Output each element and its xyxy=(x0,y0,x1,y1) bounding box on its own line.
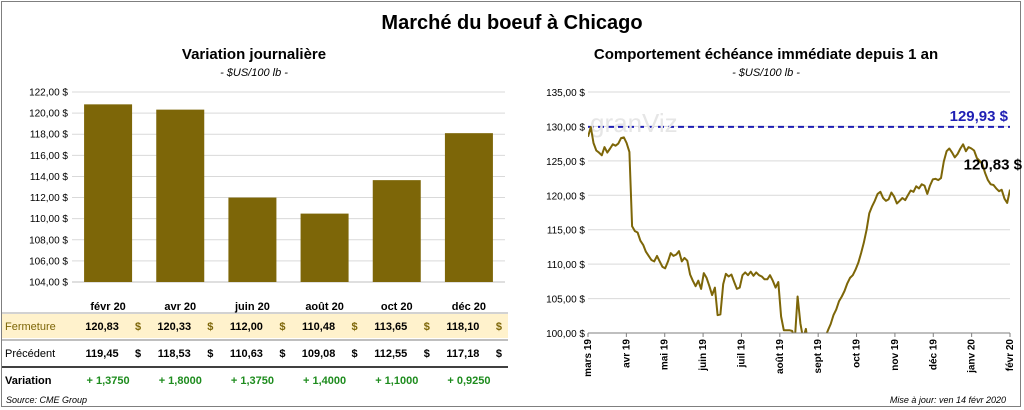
line-x-tick-label: juil 19 xyxy=(736,339,747,369)
table-cell-value: 120,83 xyxy=(85,321,119,333)
line-x-tick-label: déc 19 xyxy=(928,339,939,371)
reference-label: 129,93 $ xyxy=(950,108,1009,125)
line-x-tick-label: févr 20 xyxy=(1005,339,1016,372)
bar-y-tick-label: 106,00 $ xyxy=(29,256,68,267)
line-y-tick-label: 120,00 $ xyxy=(546,191,585,202)
table-cell-value: 110,48 xyxy=(302,321,335,333)
table-cell-unit: $ xyxy=(496,321,502,333)
line-chart-subtitle: - $US/100 lb - xyxy=(732,67,800,79)
bar-y-tick-label: 108,00 $ xyxy=(29,235,68,246)
line-y-tick-label: 135,00 $ xyxy=(546,88,585,99)
line-y-tick-label: 115,00 $ xyxy=(547,226,586,237)
table-row-label: Fermeture xyxy=(5,321,56,333)
table-cell-unit: $ xyxy=(207,321,213,333)
table-cell-value: + 1,8000 xyxy=(159,375,202,387)
table-row-label: Précédent xyxy=(5,348,55,360)
table-cell-unit: $ xyxy=(352,321,358,333)
line-x-tick-label: janv 20 xyxy=(967,339,978,374)
bar-chart-subtitle: - $US/100 lb - xyxy=(220,67,288,79)
table-cell-value: + 1,4000 xyxy=(303,375,346,387)
bar-category-label: déc 20 xyxy=(452,301,486,313)
price-line xyxy=(588,126,1010,333)
line-x-tick-label: mars 19 xyxy=(583,339,594,377)
line-y-tick-label: 125,00 $ xyxy=(546,157,585,168)
main-title: Marché du boeuf à Chicago xyxy=(381,12,643,34)
table-cell-value: 118,53 xyxy=(158,348,191,360)
table-cell-value: 118,10 xyxy=(446,321,479,333)
last-price-label: 120,83 $ xyxy=(964,157,1023,174)
source-note: Source: CME Group xyxy=(6,395,88,405)
table-cell-value: + 1,3750 xyxy=(231,375,274,387)
line-x-tick-label: mai 19 xyxy=(660,339,671,371)
table-cell-unit: $ xyxy=(207,348,213,360)
watermark: granViz xyxy=(590,108,678,138)
table-row-label: Variation xyxy=(5,375,52,387)
bar xyxy=(372,180,421,282)
bar-y-tick-label: 104,00 $ xyxy=(29,278,68,289)
table-cell-value: 112,00 xyxy=(230,321,263,333)
table-cell-value: 119,45 xyxy=(86,348,119,360)
bar-category-label: juin 20 xyxy=(234,301,270,313)
table-cell-value: + 0,9250 xyxy=(447,375,490,387)
table-cell-value: 110,63 xyxy=(230,348,263,360)
bar-category-label: avr 20 xyxy=(164,301,196,313)
bar xyxy=(84,104,133,282)
line-x-tick-label: juin 19 xyxy=(698,339,709,372)
line-x-tick-label: oct 19 xyxy=(852,339,863,368)
table-cell-value: 109,08 xyxy=(302,348,336,360)
table-row-highlight xyxy=(2,314,508,338)
bar-chart-title: Variation journalière xyxy=(181,46,327,63)
bar-category-label: oct 20 xyxy=(381,301,413,313)
update-note: Mise à jour: ven 14 févr 2020 xyxy=(889,395,1006,405)
table-cell-value: + 1,1000 xyxy=(375,375,418,387)
table-cell-unit: $ xyxy=(135,348,141,360)
line-y-tick-label: 100,00 $ xyxy=(546,329,585,340)
bar xyxy=(444,133,493,282)
bar xyxy=(300,213,349,282)
table-cell-unit: $ xyxy=(352,348,358,360)
table-cell-unit: $ xyxy=(279,321,285,333)
bar-y-tick-label: 110,00 $ xyxy=(30,214,69,225)
bar-y-tick-label: 114,00 $ xyxy=(30,172,69,183)
bar-y-tick-label: 118,00 $ xyxy=(30,130,69,141)
table-cell-unit: $ xyxy=(424,348,430,360)
bar xyxy=(156,109,205,282)
bar-category-label: août 20 xyxy=(305,301,344,313)
table-cell-value: 113,65 xyxy=(374,321,407,333)
table-cell-unit: $ xyxy=(279,348,285,360)
bar-y-tick-label: 120,00 $ xyxy=(29,109,68,120)
bar-y-tick-label: 112,00 $ xyxy=(30,193,69,204)
line-x-tick-label: avr 19 xyxy=(621,339,632,368)
table-cell-value: + 1,3750 xyxy=(87,375,130,387)
line-y-tick-label: 105,00 $ xyxy=(546,295,585,306)
line-y-tick-label: 110,00 $ xyxy=(547,260,586,271)
table-cell-unit: $ xyxy=(424,321,430,333)
bar-y-tick-label: 122,00 $ xyxy=(29,88,68,99)
table-cell-unit: $ xyxy=(496,348,502,360)
table-cell-value: 117,18 xyxy=(446,348,479,360)
line-chart-title: Comportement échéance immédiate depuis 1… xyxy=(593,46,939,63)
bar xyxy=(228,197,277,282)
table-cell-value: 120,33 xyxy=(157,321,191,333)
bar-y-tick-label: 116,00 $ xyxy=(30,151,69,162)
table-cell-unit: $ xyxy=(135,321,141,333)
line-x-tick-label: sept 19 xyxy=(813,339,824,374)
bar-category-label: févr 20 xyxy=(90,301,125,313)
line-x-tick-label: août 19 xyxy=(775,339,786,374)
line-x-tick-label: nov 19 xyxy=(890,339,901,371)
line-y-tick-label: 130,00 $ xyxy=(546,122,585,133)
table-cell-value: 112,55 xyxy=(374,348,407,360)
